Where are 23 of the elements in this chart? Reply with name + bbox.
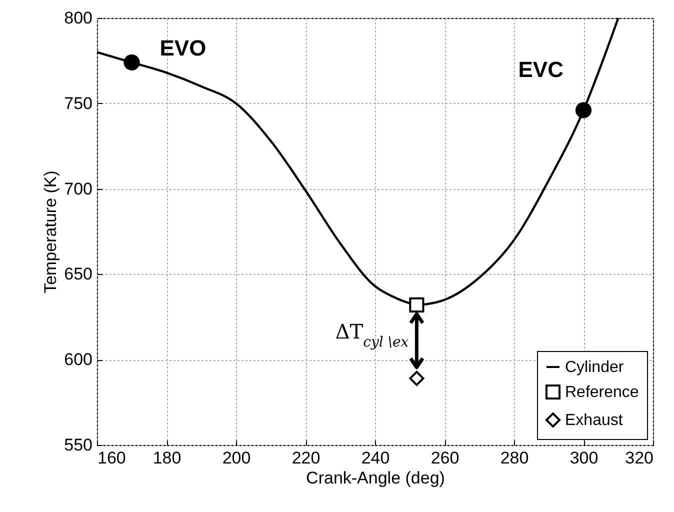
x-tick-label: 200 xyxy=(222,448,251,468)
x-tick-label: 280 xyxy=(500,448,529,468)
x-tick-label: 180 xyxy=(152,448,182,468)
y-tick-label: 750 xyxy=(64,94,92,113)
y-tick-label: 650 xyxy=(64,264,92,284)
legend-label: Cylinder xyxy=(565,359,624,376)
x-tick-label: 300 xyxy=(570,448,598,468)
legend-label: Exhaust xyxy=(565,412,624,429)
annotation: EVC xyxy=(518,57,564,82)
legend-label: Reference xyxy=(565,384,639,401)
y-tick-label: 700 xyxy=(64,179,92,198)
x-tick-label: 240 xyxy=(361,448,390,468)
x-tick-label: 320 xyxy=(625,448,654,468)
annotation: EVO xyxy=(160,35,206,60)
x-tick-label: 160 xyxy=(98,448,126,468)
y-tick-label: 600 xyxy=(64,350,92,370)
y-tick-label: 550 xyxy=(64,436,92,454)
x-tick-label: 260 xyxy=(430,448,460,468)
y-tick-label: 800 xyxy=(64,8,92,28)
x-tick-label: 220 xyxy=(292,448,320,468)
x-axis-title: Crank-Angle (deg) xyxy=(306,468,445,488)
annotation: ΔT$_{cyl \ex}$ xyxy=(335,320,409,351)
y-axis-title: Temperature (K) xyxy=(41,170,60,294)
